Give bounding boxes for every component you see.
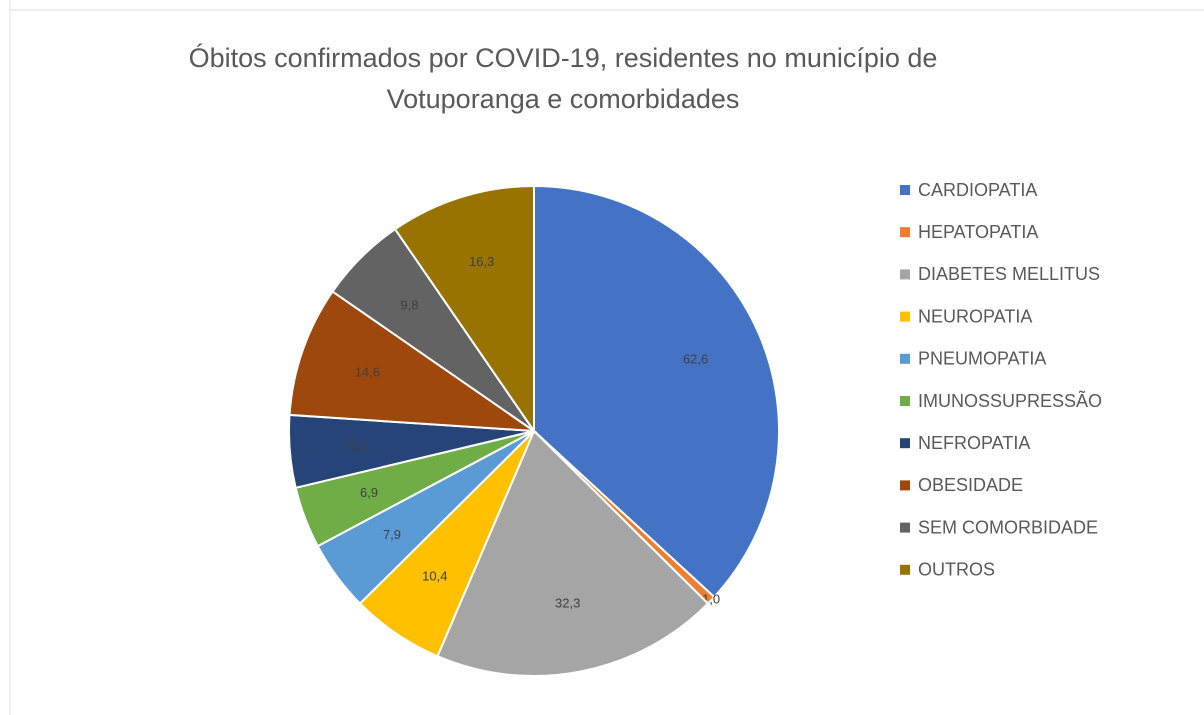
- legend-label: NEFROPATIA: [918, 433, 1030, 453]
- legend-swatch: [900, 522, 910, 533]
- legend-label: OUTROS: [918, 560, 995, 580]
- legend-swatch: [900, 396, 910, 406]
- legend-label: NEUROPATIA: [918, 306, 1032, 326]
- data-label: 32,3: [555, 596, 580, 611]
- legend-label: OBESIDADE: [918, 475, 1023, 495]
- chart-title: Óbitos confirmados por COVID-19, residen…: [188, 43, 938, 114]
- legend-label: SEM COMORBIDADE: [918, 517, 1098, 537]
- data-label: 62,6: [683, 352, 708, 367]
- data-label: 14,6: [355, 364, 380, 379]
- legend-swatch: [900, 438, 910, 449]
- data-label: 9,8: [400, 298, 418, 313]
- data-label: 10,4: [422, 568, 447, 583]
- pie-slice: [393, 184, 535, 435]
- legend-swatch: [900, 564, 910, 575]
- legend-swatch: [900, 480, 910, 491]
- pie-slice: [533, 184, 780, 599]
- pie-slice: [288, 290, 538, 433]
- data-label: 16,3: [469, 254, 494, 269]
- legend-swatch: [900, 185, 910, 195]
- data-label: 6,9: [360, 485, 378, 500]
- legend-swatch: [900, 311, 910, 322]
- legend-swatch: [900, 269, 910, 280]
- data-label: 8,1: [349, 437, 367, 452]
- legend-label: CARDIOPATIA: [918, 180, 1037, 200]
- legend-label: PNEUMOPATIA: [918, 349, 1046, 369]
- legend-label: DIABETES MELLITUS: [918, 264, 1100, 284]
- legend-swatch: [900, 353, 910, 364]
- legend-label: IMUNOSSUPRESSÃO: [918, 390, 1102, 411]
- data-label: 7,9: [383, 527, 401, 542]
- legend-swatch: [900, 227, 910, 238]
- legend-label: HEPATOPATIA: [918, 222, 1038, 242]
- pie-slice: [436, 429, 710, 677]
